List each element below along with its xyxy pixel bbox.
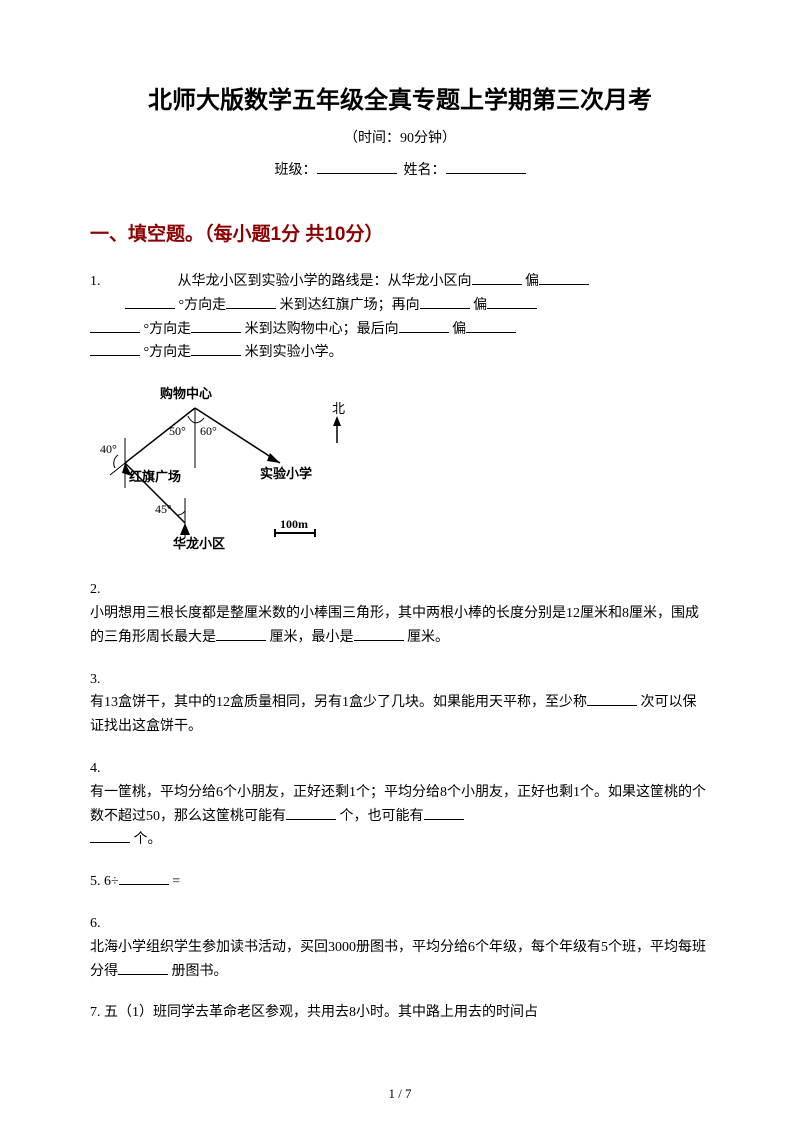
q3-num: 3. [90,672,101,687]
q1-part4: 米到达红旗广场；再向 [280,298,420,313]
school-label: 实验小学 [260,466,312,481]
page-number: 1 / 7 [0,1086,800,1102]
q2-text3: 厘米。 [407,630,449,645]
map-diagram: 购物中心 北 50° 60° 40° 红旗广场 实验小学 45° 华龙小区 [100,383,710,568]
scale-label: 100m [280,517,308,531]
q1-part3: °方向走 [179,298,227,313]
q1-part7: 米到达购物中心；最后向 [245,322,399,337]
q6-num: 6. [90,916,101,931]
blank [420,295,470,309]
q1-part10: 米到实验小学。 [245,345,343,360]
q1-num: 1. [90,274,101,289]
angle-40: 40° [100,442,117,456]
angle-45: 45° [155,502,172,516]
question-7: 7. 五（1）班同学去革命老区参观，共用去8小时。其中路上用去的时间占 [90,1001,710,1025]
blank [125,295,175,309]
q5-text2: = [172,874,180,889]
time-subtitle: （时间：90分钟） [90,127,710,147]
q5-text1: 6÷ [104,874,119,889]
blank [90,342,140,356]
blank [118,961,168,975]
class-blank [317,160,397,174]
blank [539,271,589,285]
blank [90,829,130,843]
question-3: 3. 有13盒饼干，其中的12盒质量相同，另有1盒少了几块。如果能用天平称，至少… [90,668,710,739]
angle-50: 50° [169,424,186,438]
q1-part8: 偏 [452,322,466,337]
question-4: 4. 有一筐桃，平均分给6个小朋友，正好还剩1个；平均分给8个小朋友，正好也剩1… [90,757,710,852]
question-5: 5. 6÷ = [90,870,710,894]
name-blank [446,160,526,174]
class-label: 班级： [275,163,317,178]
blank [286,806,336,820]
q6-text2: 册图书。 [172,964,228,979]
blank [191,342,241,356]
blank [354,627,404,641]
q5-num: 5. [90,874,101,889]
q4-text2: 个，也可能有 [340,809,424,824]
blank [191,319,241,333]
question-6: 6. 北海小学组织学生参加读书活动，买回3000册图书，平均分给6个年级，每个年… [90,912,710,983]
question-2: 2. 小明想用三根长度都是整厘米数的小棒围三角形，其中两根小棒的长度分别是12厘… [90,578,710,649]
q4-text3: 个。 [134,832,162,847]
q1-part9: °方向走 [144,345,192,360]
blank [472,271,522,285]
q2-num: 2. [90,582,101,597]
blank [216,627,266,641]
section-heading: 一、填空题。（每小题1分 共10分） [90,219,710,246]
question-1: 1. 从华龙小区到实验小学的路线是：从华龙小区向 偏 °方向走 米到达红旗广场；… [90,270,710,365]
blank [399,319,449,333]
q1-part6: °方向走 [144,322,192,337]
q7-num: 7. [90,1005,101,1020]
shopping-center-label: 购物中心 [160,386,212,401]
q3-text1: 有13盒饼干，其中的12盒质量相同，另有1盒少了几块。如果能用天平称，至少称 [90,695,587,710]
angle-60: 60° [200,424,217,438]
blank [119,871,169,885]
blank [226,295,276,309]
q7-text1: 五（1）班同学去革命老区参观，共用去8小时。其中路上用去的时间占 [104,1005,538,1020]
blank [587,692,637,706]
hualong-label: 华龙小区 [173,536,225,551]
blank [90,319,140,333]
q2-text2: 厘米，最小是 [270,630,354,645]
class-name-line: 班级： 姓名： [90,159,710,179]
north-label: 北 [332,401,345,416]
name-label: 姓名： [404,163,446,178]
q1-part1: 从华龙小区到实验小学的路线是：从华龙小区向 [178,274,472,289]
hongqi-label: 红旗广场 [129,469,181,484]
blank [487,295,537,309]
q4-num: 4. [90,761,101,776]
q1-part2: 偏 [525,274,539,289]
blank [466,319,516,333]
q1-part5: 偏 [473,298,487,313]
page-title: 北师大版数学五年级全真专题上学期第三次月考 [90,80,710,115]
blank [424,806,464,820]
